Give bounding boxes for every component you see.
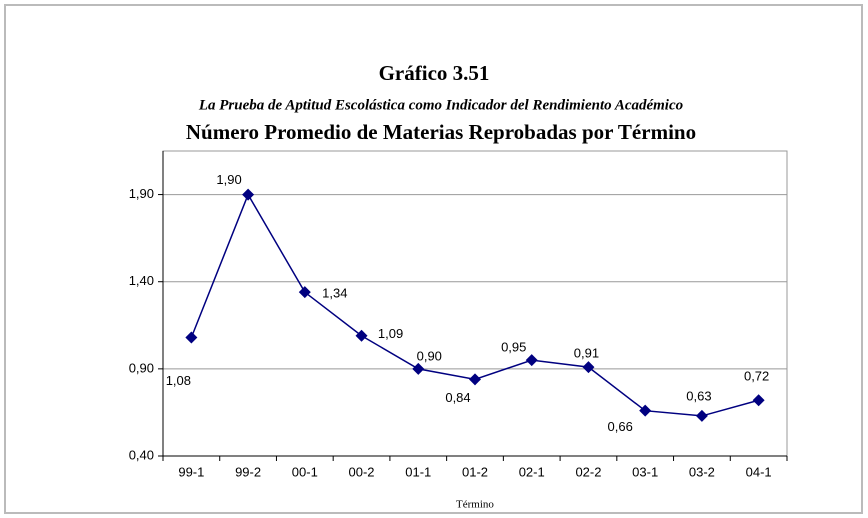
marker (525, 354, 538, 367)
marker (412, 362, 425, 375)
x-tick-label: 03-1 (632, 464, 658, 479)
marker (752, 394, 765, 407)
marker (242, 188, 255, 201)
marker (639, 404, 652, 417)
data-label: 0,66 (608, 419, 633, 434)
data-label: 0,91 (574, 346, 599, 361)
data-label: 0,84 (445, 390, 470, 405)
data-label: 1,08 (166, 373, 191, 388)
x-axis-label: Término (456, 499, 494, 511)
data-label: 1,34 (322, 286, 347, 301)
x-tick-label: 03-2 (689, 464, 715, 479)
subtitle: La Prueba de Aptitud Escolástica como In… (198, 97, 683, 113)
x-tick-label: 02-2 (575, 464, 601, 479)
x-tick-label: 00-2 (349, 464, 375, 479)
x-tick-label: 04-1 (746, 464, 772, 479)
data-label: 0,90 (417, 348, 442, 363)
y-tick-label: 1,40 (129, 273, 154, 288)
data-label: 0,63 (686, 388, 711, 403)
data-label: 0,72 (744, 369, 769, 384)
marker (695, 409, 708, 422)
x-tick-label: 00-1 (292, 464, 318, 479)
x-tick-label: 99-2 (235, 464, 261, 479)
data-label: 0,95 (501, 340, 526, 355)
x-tick-label: 99-1 (178, 464, 204, 479)
data-label: 1,90 (216, 172, 241, 187)
x-tick-label: 01-2 (462, 464, 488, 479)
chart-title: Gráfico 3.51 (379, 61, 490, 85)
marker (469, 373, 481, 386)
y-tick-label: 0,40 (129, 447, 154, 462)
chart-subtitle: Número Promedio de Materias Reprobadas p… (186, 120, 696, 144)
marker (582, 361, 595, 374)
data-label: 1,09 (378, 326, 403, 341)
marker (355, 329, 368, 342)
y-tick-label: 1,90 (129, 186, 154, 201)
x-tick-label: 01-1 (405, 464, 431, 479)
marker (185, 331, 198, 344)
y-tick-label: 0,90 (129, 360, 154, 375)
x-tick-label: 02-1 (519, 464, 545, 479)
marker (298, 286, 311, 299)
frame (4, 4, 863, 514)
